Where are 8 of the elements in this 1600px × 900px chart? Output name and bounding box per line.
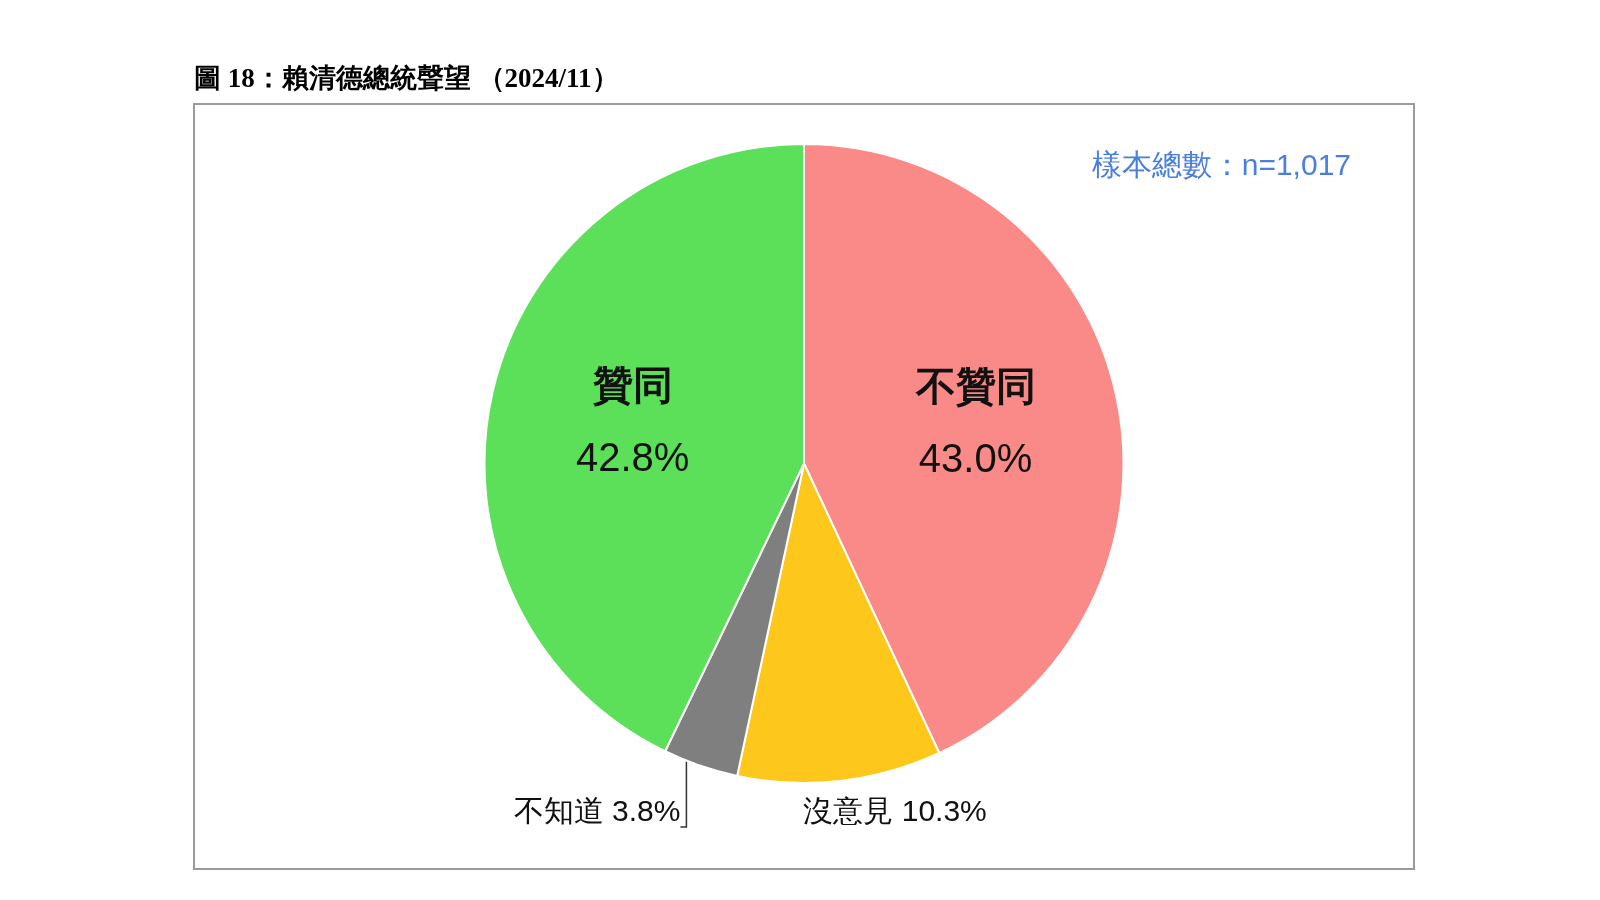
slice-label: 贊同 <box>591 363 673 408</box>
slice-label: 不知道 3.8% <box>513 794 681 828</box>
slice-label: 沒意見 10.3% <box>803 794 987 828</box>
chart-title: 圖 18：賴清德總統聲望 （2024/11） <box>194 62 619 95</box>
data-label: 42.8% <box>575 435 690 480</box>
text: 樣本總數：n=1,017 <box>1091 147 1351 183</box>
data-label: 43.0% <box>918 436 1033 481</box>
slice-label: 不贊同 <box>914 364 1036 409</box>
